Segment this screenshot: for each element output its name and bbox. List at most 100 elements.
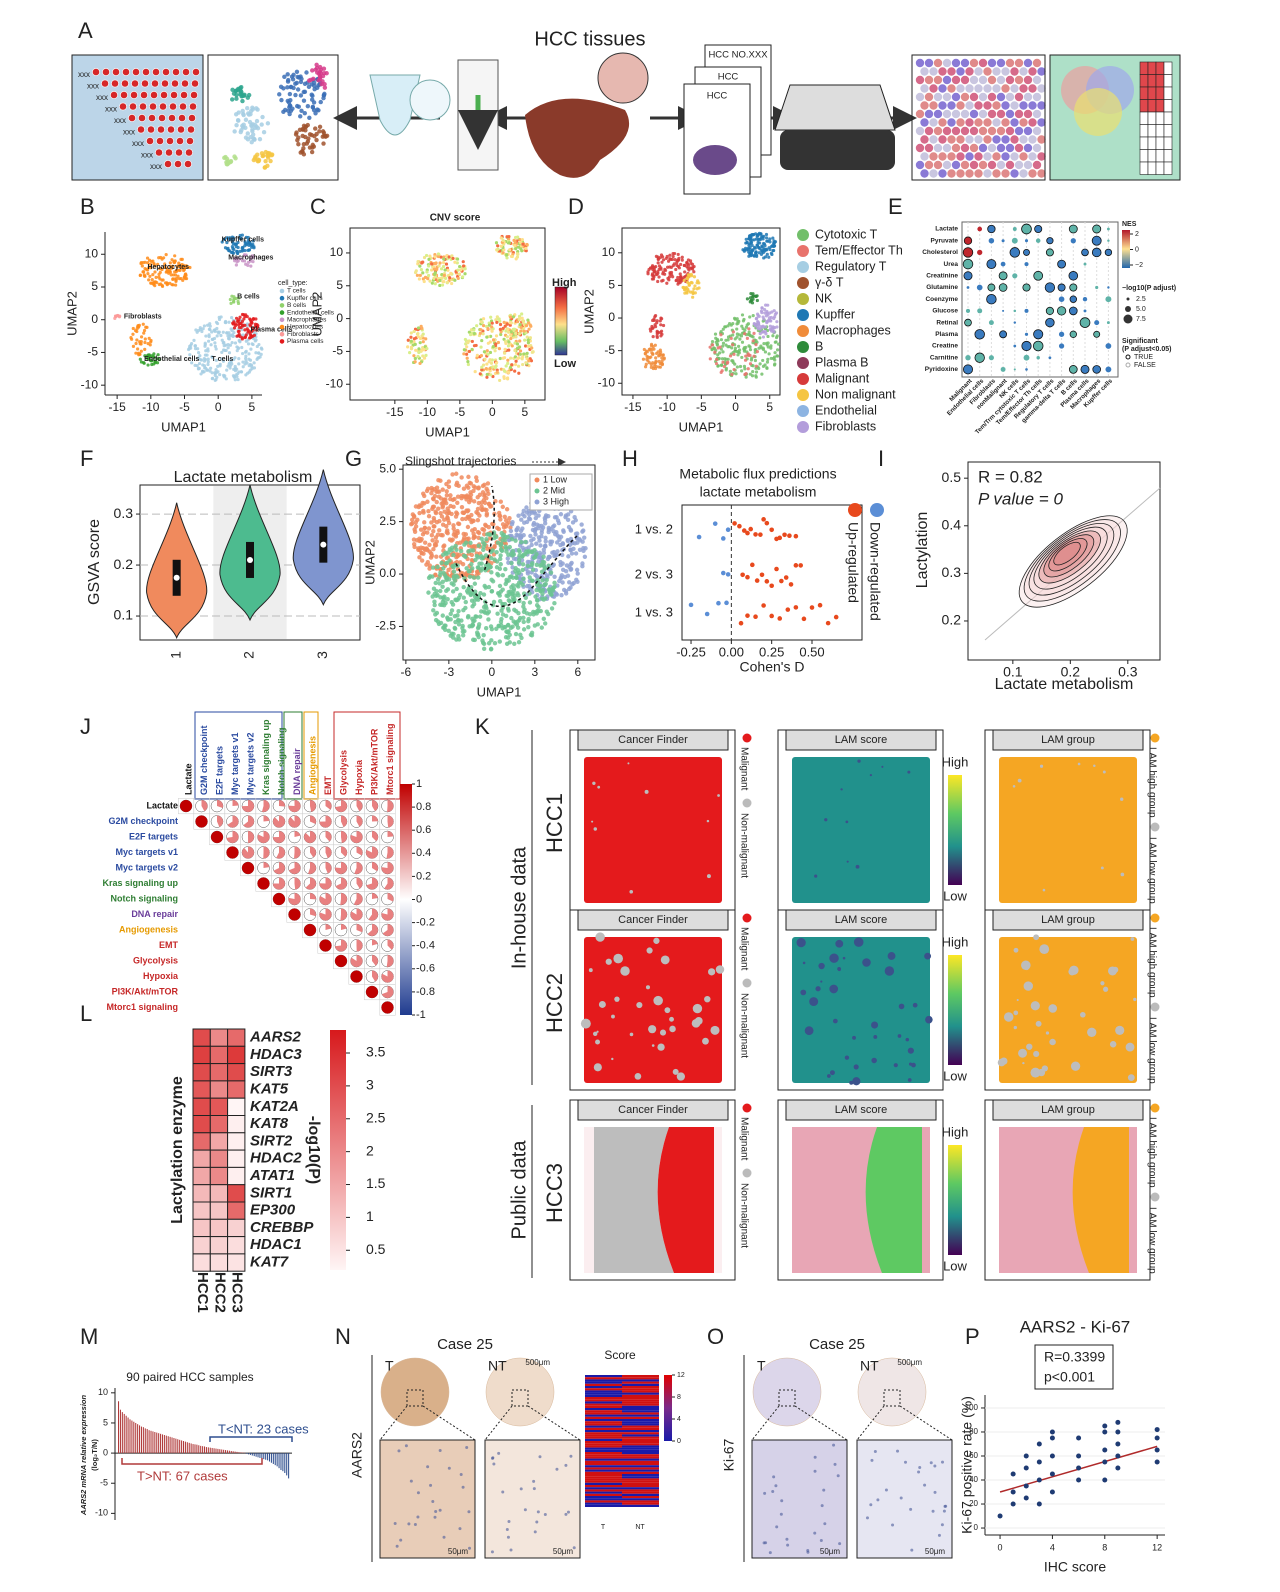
legend-swatch <box>1150 733 1160 743</box>
cell-dot <box>514 335 518 339</box>
cell-dot <box>244 356 248 361</box>
cell-dot <box>485 372 489 377</box>
enrichment-dot <box>1013 368 1016 371</box>
y-axis-label: UMAP2 <box>309 292 324 337</box>
spot <box>956 169 965 178</box>
group-label: Public data <box>508 1140 530 1240</box>
cell-dot <box>568 527 573 532</box>
cell-dot <box>281 109 286 115</box>
cell-dot <box>539 562 544 567</box>
sig-key <box>1125 362 1131 368</box>
y-tick-label: 10 <box>602 245 616 259</box>
tissue-gap <box>911 1062 916 1068</box>
cell-dot <box>524 323 529 328</box>
cell-dot <box>199 372 203 376</box>
cell-dot <box>509 615 514 621</box>
cell-dot <box>565 517 571 523</box>
cell-dot <box>440 522 446 527</box>
pie <box>387 893 394 902</box>
cell-dot <box>669 257 673 261</box>
row-label: Urea <box>944 261 959 268</box>
tissue-map <box>584 937 722 1083</box>
tissue-gap <box>653 995 663 1006</box>
heat-cell <box>227 1080 246 1099</box>
cell-dot <box>506 629 511 634</box>
pie <box>356 939 363 952</box>
cell-dot <box>521 600 526 606</box>
spot <box>974 118 983 127</box>
cell-dot <box>445 596 450 602</box>
cell-dot <box>713 350 717 354</box>
cell-dot <box>714 336 718 340</box>
cell-dot <box>481 632 486 638</box>
cell-dot <box>514 247 518 251</box>
cell-dot <box>436 494 442 499</box>
x-tick-label: -15 <box>108 400 126 414</box>
spot <box>951 109 961 119</box>
cell-dot <box>486 641 492 646</box>
bar <box>177 1439 179 1454</box>
cell-dot <box>767 352 771 356</box>
spot <box>929 169 938 178</box>
legend-label: Endothelial cells <box>287 309 335 316</box>
spot <box>992 101 1001 110</box>
cell-dot <box>443 600 448 606</box>
tissue-map <box>792 937 930 1083</box>
spot <box>987 160 997 170</box>
cell-dot <box>422 255 427 260</box>
tissue-gap <box>653 937 660 944</box>
cell-dot <box>651 335 655 339</box>
cell-dot <box>135 329 139 334</box>
cluster-label: T cells <box>211 356 233 363</box>
column-label: Angiogenesis <box>307 736 317 795</box>
cell-dot <box>650 272 655 276</box>
cell-dot <box>208 324 212 328</box>
cell-dot <box>505 335 509 339</box>
heat-cell <box>192 1201 211 1220</box>
effect-dot <box>793 605 799 610</box>
pie <box>279 800 285 807</box>
matrix-dot <box>167 125 175 134</box>
cell-dot <box>762 341 766 346</box>
enrichment-dot <box>964 318 972 327</box>
cell-dot <box>660 260 664 264</box>
effect-dot <box>745 574 750 580</box>
cell-dot <box>539 569 545 574</box>
cell-dot <box>243 117 249 122</box>
cell-dot <box>503 351 507 355</box>
cell-dot <box>430 504 436 510</box>
spot <box>924 160 934 170</box>
cell-dot <box>518 238 522 242</box>
cell-dot <box>312 86 317 92</box>
cell-dot <box>769 346 773 350</box>
cell-dot <box>449 608 455 613</box>
heat-cell <box>209 1218 229 1238</box>
spot <box>1001 169 1010 178</box>
bar <box>173 1438 175 1454</box>
colorbar-label: High <box>552 277 577 289</box>
cell-dot <box>481 527 487 533</box>
cell-dot <box>758 336 762 340</box>
cell-dot <box>772 248 776 253</box>
cell-dot <box>760 306 764 310</box>
spot <box>1019 101 1028 110</box>
cell-dot <box>644 349 648 353</box>
legend-swatch <box>742 798 752 808</box>
tissue-gap <box>717 967 723 973</box>
cell-dot <box>202 357 206 361</box>
cell-dot <box>233 88 239 94</box>
cell-dot <box>244 354 248 358</box>
cell-dot <box>147 265 151 270</box>
legend-label: Fibroblasts <box>287 331 320 338</box>
row-label: KAT5 <box>250 1080 289 1097</box>
effect-dot <box>759 572 765 578</box>
cell-dot <box>772 330 776 334</box>
cell-dot <box>505 556 510 561</box>
colorbar-tick-label: 3.5 <box>366 1044 386 1060</box>
cell-dot <box>310 104 316 110</box>
tissue-gap <box>1109 1040 1117 1048</box>
x-tick-label: 0.2 <box>1061 664 1081 680</box>
cell-dot <box>510 583 516 588</box>
cell-dot <box>252 333 257 337</box>
cell-dot <box>417 536 422 541</box>
